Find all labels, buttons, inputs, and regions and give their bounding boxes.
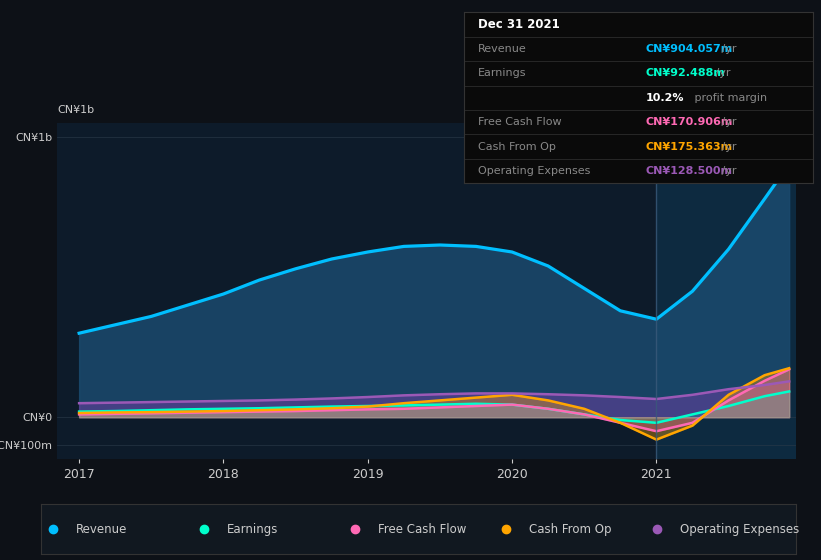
Text: Revenue: Revenue [478, 44, 526, 54]
Text: Earnings: Earnings [227, 522, 278, 536]
Text: Cash From Op: Cash From Op [478, 142, 556, 152]
Text: /yr: /yr [718, 142, 736, 152]
Text: Operating Expenses: Operating Expenses [680, 522, 800, 536]
Text: Cash From Op: Cash From Op [529, 522, 612, 536]
Text: profit margin: profit margin [690, 93, 767, 102]
Text: /yr: /yr [718, 117, 736, 127]
Text: /yr: /yr [718, 44, 736, 54]
Bar [656, 123, 811, 459]
Text: CN¥92.488m: CN¥92.488m [645, 68, 725, 78]
Text: CN¥170.906m: CN¥170.906m [645, 117, 732, 127]
Text: Free Cash Flow: Free Cash Flow [378, 522, 466, 536]
Text: 10.2%: 10.2% [645, 93, 684, 102]
Text: CN¥175.363m: CN¥175.363m [645, 142, 732, 152]
Text: CN¥1b: CN¥1b [57, 105, 94, 115]
Text: Operating Expenses: Operating Expenses [478, 166, 590, 176]
Text: Dec 31 2021: Dec 31 2021 [478, 18, 560, 31]
Text: CN¥128.500m: CN¥128.500m [645, 166, 732, 176]
Text: /yr: /yr [718, 166, 736, 176]
Text: Revenue: Revenue [76, 522, 127, 536]
Text: Free Cash Flow: Free Cash Flow [478, 117, 562, 127]
Text: Earnings: Earnings [478, 68, 526, 78]
Text: /yr: /yr [712, 68, 730, 78]
Text: CN¥904.057m: CN¥904.057m [645, 44, 732, 54]
